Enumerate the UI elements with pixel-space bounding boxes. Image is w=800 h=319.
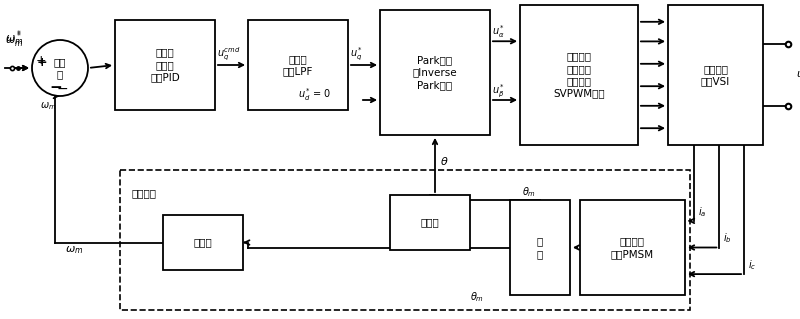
Bar <box>380 10 490 135</box>
Text: 乘法器: 乘法器 <box>421 218 439 227</box>
Bar <box>163 215 243 270</box>
Text: 微分器: 微分器 <box>194 238 212 248</box>
Text: $i_b$: $i_b$ <box>723 232 732 245</box>
Text: 码
盘: 码 盘 <box>537 236 543 259</box>
Text: 永磁同步
电机PMSM: 永磁同步 电机PMSM <box>611 236 654 259</box>
Text: $u_\beta^*$: $u_\beta^*$ <box>492 83 505 100</box>
Text: 测量单元: 测量单元 <box>132 188 157 198</box>
Text: −: − <box>56 82 68 96</box>
Text: $u_d^*=0$: $u_d^*=0$ <box>298 86 330 103</box>
Text: +: + <box>36 54 46 66</box>
Text: $u_q^*$: $u_q^*$ <box>350 46 363 63</box>
Text: $i_a$: $i_a$ <box>698 205 706 219</box>
Bar <box>115 20 215 110</box>
Text: 空间电压
矢量脉宽
调制算法
SVPWM单元: 空间电压 矢量脉宽 调制算法 SVPWM单元 <box>553 51 605 99</box>
Bar <box>120 170 690 310</box>
Bar <box>520 5 638 145</box>
Text: +: + <box>37 56 48 69</box>
Text: Park逆变
换Inverse
Park单元: Park逆变 换Inverse Park单元 <box>413 55 458 90</box>
Text: $\omega_m^*$: $\omega_m^*$ <box>5 28 23 48</box>
Text: $\theta$: $\theta$ <box>440 155 449 167</box>
Text: $u_\alpha^*$: $u_\alpha^*$ <box>492 24 505 40</box>
Text: 比例积
分微分
单元PID: 比例积 分微分 单元PID <box>150 48 180 82</box>
Text: $\omega_m$: $\omega_m$ <box>40 100 56 112</box>
Text: $i_c$: $i_c$ <box>748 258 756 272</box>
Text: 电压源逆
变器VSI: 电压源逆 变器VSI <box>701 64 730 86</box>
Bar <box>580 200 685 295</box>
Text: $u_{dc}$: $u_{dc}$ <box>796 69 800 81</box>
Text: $u_q^{cmd}$: $u_q^{cmd}$ <box>217 46 240 63</box>
Bar <box>510 200 570 295</box>
Circle shape <box>32 40 88 96</box>
Text: 比较
器: 比较 器 <box>54 57 66 79</box>
Text: $\omega_m^*$: $\omega_m^*$ <box>5 30 23 50</box>
Bar <box>390 195 470 250</box>
Text: −: − <box>50 80 62 95</box>
Bar <box>668 5 763 145</box>
Text: $\theta_m$: $\theta_m$ <box>522 185 536 199</box>
Text: $\theta_m$: $\theta_m$ <box>470 290 484 304</box>
Bar <box>248 20 348 110</box>
Text: 低通滤
波器LPF: 低通滤 波器LPF <box>283 54 313 76</box>
Text: $\omega_m$: $\omega_m$ <box>65 244 83 256</box>
